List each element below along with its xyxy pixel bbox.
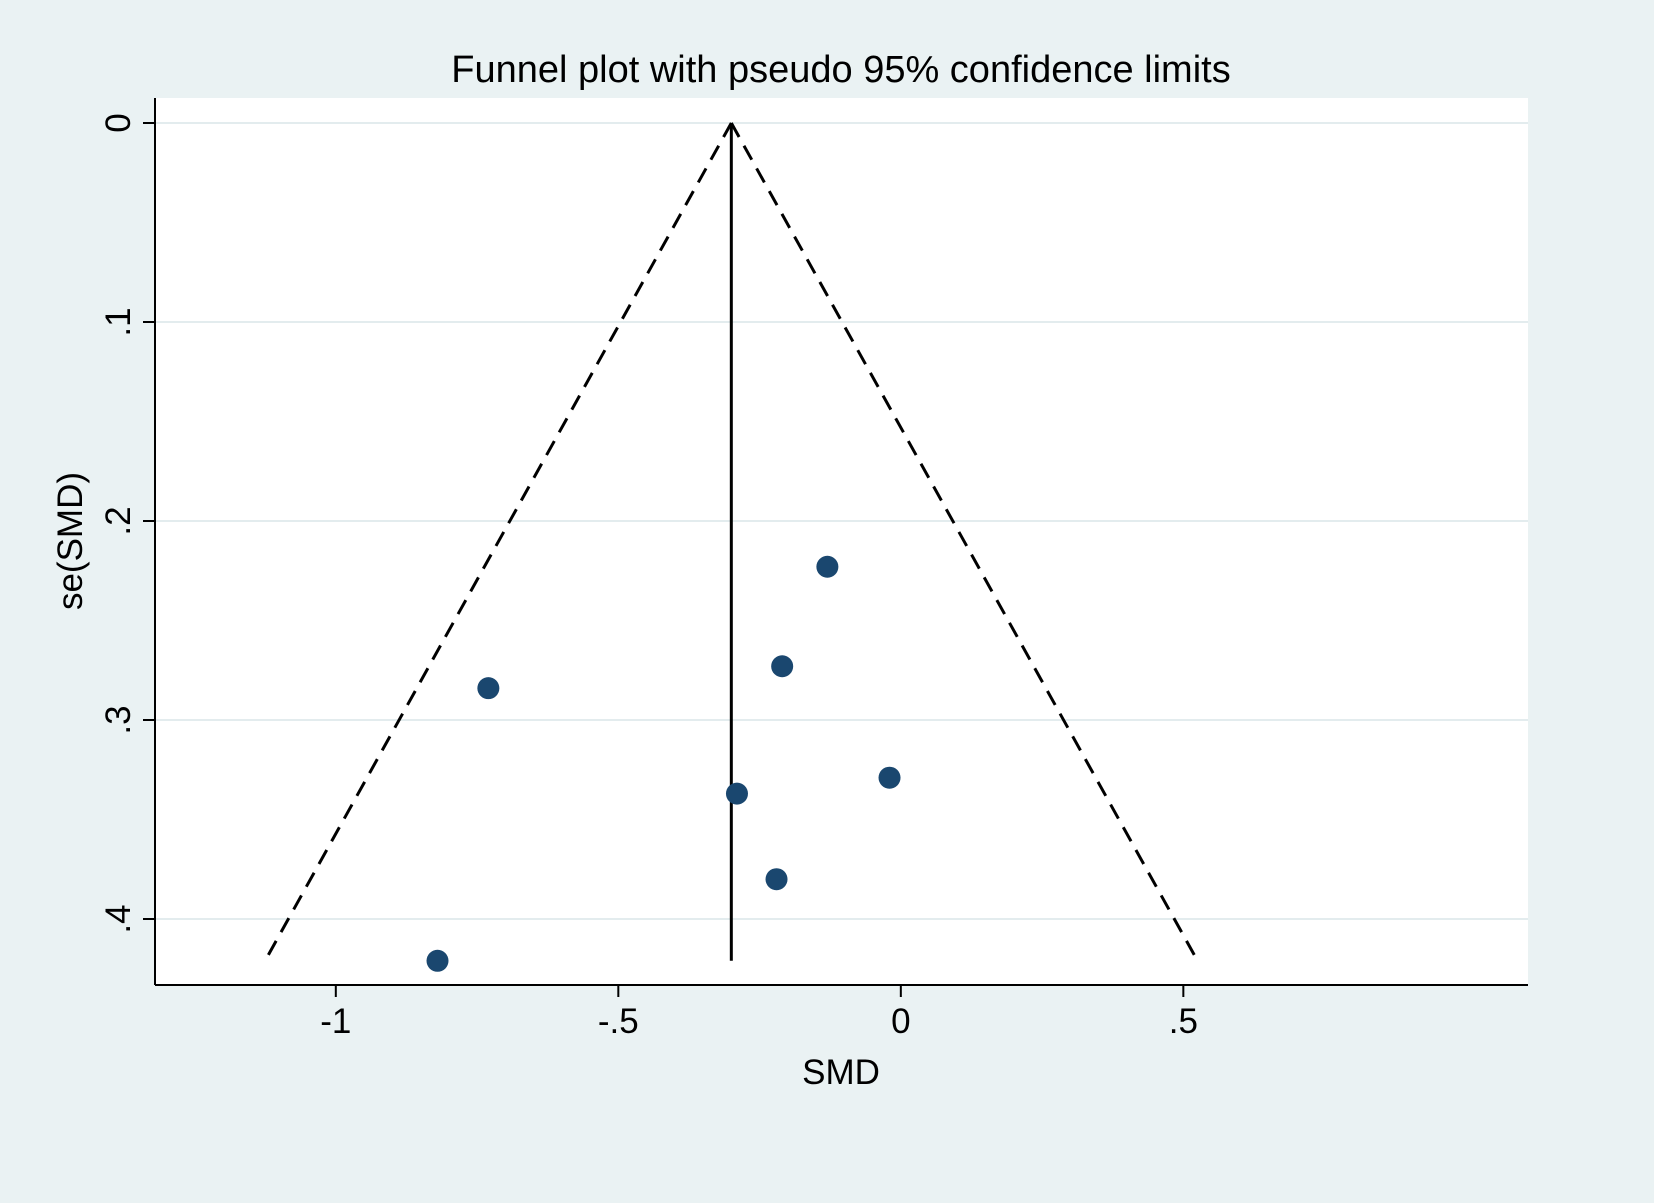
- axes: -1 -.5 0 .5 0 .1 .2 .3 .4: [99, 98, 1528, 1041]
- funnel-plot: -1 -.5 0 .5 0 .1 .2 .3 .4 Funnel plot with pseud…: [51, 49, 1528, 1092]
- data-point: [816, 555, 839, 578]
- y-tick-label: .3: [99, 705, 138, 734]
- x-tick-label: .5: [1169, 1002, 1198, 1041]
- y-axis-label: se(SMD): [51, 472, 90, 610]
- funnel-lines: [263, 122, 1199, 962]
- y-tick-label: 0: [99, 113, 138, 132]
- data-point: [477, 677, 500, 700]
- data-points: [426, 555, 901, 972]
- x-tick-label: -.5: [598, 1002, 639, 1041]
- upper-confidence-limit: [730, 122, 1199, 962]
- lower-confidence-limit: [263, 122, 733, 962]
- data-point: [771, 655, 794, 678]
- chart-title: Funnel plot with pseudo 95% confidence l…: [451, 49, 1230, 91]
- chart-canvas: -1 -.5 0 .5 0 .1 .2 .3 .4 Funnel plot with pseud…: [51, 49, 1528, 1092]
- x-axis-label: SMD: [802, 1053, 880, 1092]
- x-tick-label: 0: [891, 1002, 910, 1041]
- data-point: [878, 766, 901, 789]
- data-point: [765, 868, 788, 891]
- data-point: [426, 949, 449, 972]
- y-tick-label: .4: [99, 904, 138, 933]
- gridlines: [155, 122, 1528, 920]
- plot-area: [155, 98, 1528, 985]
- y-tick-label: .2: [99, 506, 138, 535]
- y-tick-label: .1: [99, 307, 138, 336]
- x-tick-label: -1: [320, 1002, 351, 1041]
- data-point: [725, 782, 748, 805]
